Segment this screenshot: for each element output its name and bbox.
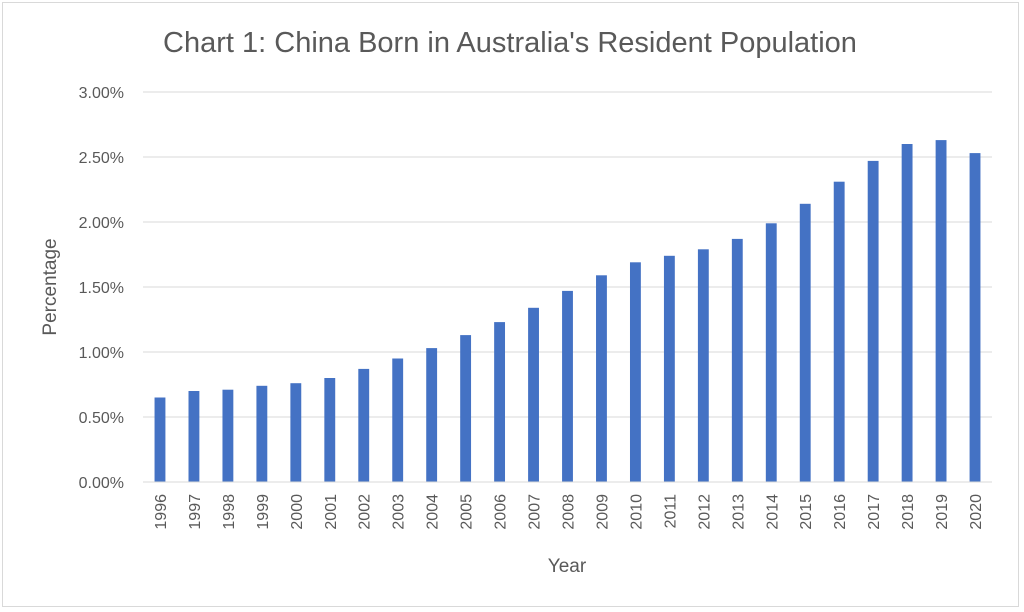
- bar-2019: [935, 140, 947, 482]
- bar-2012: [697, 249, 709, 482]
- x-axis-tick-labels: 1996 1997 1998 1999 2000 2001 2002 2003 2004 2005…: [153, 494, 985, 530]
- bar-2014: [765, 223, 777, 483]
- x-tick-label: 2014: [764, 494, 781, 530]
- y-tick-label: 3.00%: [79, 85, 124, 102]
- bar-2017: [867, 160, 879, 482]
- bar-1999: [256, 385, 268, 482]
- bar-2016: [833, 181, 845, 482]
- y-tick-label: 0.50%: [79, 410, 124, 427]
- y-tick-label: 0.00%: [79, 475, 124, 492]
- bars: [154, 140, 981, 483]
- y-tick-label: 1.00%: [79, 345, 124, 362]
- bar-2003: [392, 358, 404, 482]
- bar-2007: [528, 307, 539, 482]
- bar-1996: [154, 397, 166, 482]
- x-tick-label: 1999: [255, 494, 272, 530]
- x-tick-label: 2004: [425, 494, 442, 530]
- bar-2020: [969, 153, 981, 482]
- y-tick-label: 2.50%: [79, 150, 124, 167]
- x-tick-label: 2005: [459, 494, 476, 530]
- x-tick-label: 2015: [798, 494, 815, 530]
- x-tick-label: 2003: [391, 494, 408, 530]
- chart-title: Chart 1: China Born in Australia's Resid…: [163, 27, 857, 59]
- x-tick-label: 2000: [289, 494, 306, 530]
- x-tick-label: 1996: [153, 494, 170, 530]
- x-tick-label: 2006: [493, 494, 510, 530]
- y-tick-label: 1.50%: [79, 280, 124, 297]
- x-tick-label: 2020: [968, 494, 985, 530]
- x-tick-label: 1998: [221, 494, 238, 530]
- y-tick-label: 2.00%: [79, 215, 124, 232]
- y-axis-title: Percentage: [40, 238, 61, 335]
- bar-2010: [629, 262, 641, 482]
- x-tick-label: 2019: [934, 494, 951, 530]
- bar-1998: [222, 389, 234, 482]
- x-tick-label: 2007: [527, 494, 544, 530]
- x-tick-label: 2011: [662, 494, 679, 529]
- x-tick-label: 2017: [866, 494, 883, 530]
- bar-2015: [799, 203, 811, 483]
- x-tick-label: 2008: [561, 494, 578, 530]
- y-axis-tick-labels: 0.00% 0.50% 1.00% 1.50% 2.00% 2.50% 3.00%: [79, 85, 124, 492]
- x-tick-label: 1997: [187, 494, 204, 530]
- bar-2018: [901, 144, 913, 482]
- x-tick-label: 2013: [730, 494, 747, 530]
- bar-2009: [596, 275, 607, 482]
- bar-1997: [188, 391, 200, 482]
- x-tick-label: 2001: [323, 494, 340, 530]
- bar-2000: [290, 383, 302, 482]
- x-tick-label: 2018: [900, 494, 917, 530]
- bar-2011: [663, 255, 675, 482]
- bar-2008: [562, 290, 573, 482]
- bar-2001: [324, 378, 336, 482]
- x-tick-label: 2009: [594, 494, 611, 530]
- bar-2002: [358, 368, 370, 482]
- x-tick-label: 2010: [628, 494, 645, 530]
- x-tick-label: 2002: [357, 494, 374, 530]
- x-axis-title: Year: [548, 556, 587, 577]
- bar-2013: [731, 238, 743, 482]
- bar-2004: [426, 348, 438, 482]
- bar-2006: [494, 322, 506, 482]
- x-tick-label: 2016: [832, 494, 849, 530]
- bar-2005: [460, 335, 472, 482]
- x-tick-label: 2012: [696, 494, 713, 530]
- gridlines: [143, 91, 992, 418]
